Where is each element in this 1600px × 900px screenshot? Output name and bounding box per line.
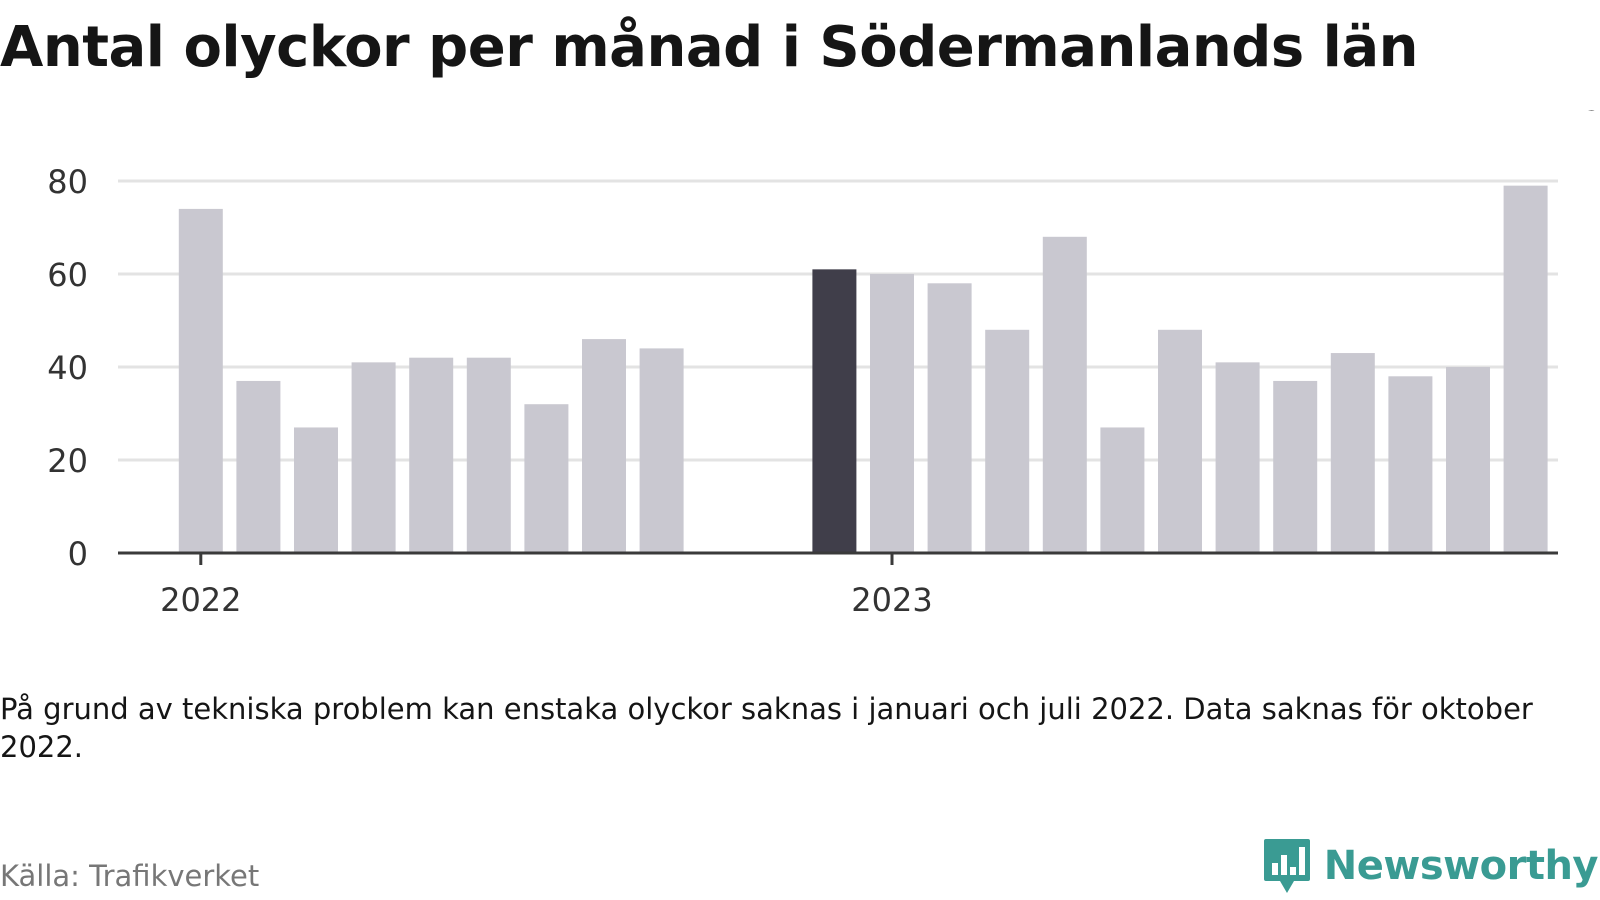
y-tick-label: 0 (68, 535, 88, 573)
bar-2022-09 (639, 348, 684, 553)
footnote: På grund av tekniska problem kan enstaka… (0, 692, 1533, 764)
y-tick-label: 60 (47, 256, 88, 294)
brand-logo: Newsworthy (1262, 838, 1599, 894)
x-tick-label: 2022 (160, 581, 241, 619)
bar-2022-02 (236, 380, 281, 553)
bar-2023-03 (985, 329, 1030, 553)
bars (178, 185, 1548, 554)
bar-chart: 0 20 40 60 80 79 2022 2023 (47, 110, 1600, 619)
bar-2022-05 (409, 357, 454, 553)
bar-2023-10 (1388, 376, 1433, 553)
y-tick-label: 40 (47, 349, 88, 387)
bar-2022-12 (812, 269, 857, 553)
bar-2022-04 (351, 362, 396, 553)
bar-2022-03 (294, 427, 338, 553)
bar-2022-08 (582, 339, 626, 553)
bar-2023-04 (1042, 236, 1087, 554)
bar-2023-06 (1158, 329, 1202, 553)
bar-2022-01 (178, 208, 223, 553)
y-tick-label: 80 (47, 163, 88, 201)
bar-chart-speech-bubble-icon (1263, 839, 1310, 893)
bar-2023-01 (870, 274, 914, 553)
x-tick-label: 2023 (851, 581, 932, 619)
bar-2023-07 (1215, 362, 1260, 553)
bar-2023-02 (927, 283, 972, 553)
bar-2022-06 (466, 357, 511, 553)
bar-2023-08 (1273, 380, 1318, 553)
data-label: 79 (1563, 110, 1600, 118)
bar-2023-11 (1446, 367, 1490, 553)
bar-2023-09 (1330, 353, 1375, 553)
bar-2023-05 (1100, 427, 1145, 553)
data-labels: 79 (1563, 110, 1600, 118)
source-credit: Källa: Trafikverket (0, 859, 260, 893)
bar-2023-12 (1503, 185, 1548, 553)
chart-title: Antal olyckor per månad i Södermanlands … (0, 15, 1419, 80)
x-axis: 2022 2023 (118, 551, 1558, 619)
y-tick-label: 20 (47, 442, 88, 480)
brand-name: Newsworthy (1323, 843, 1599, 889)
y-axis-ticks: 0 20 40 60 80 (47, 163, 88, 573)
bar-2022-07 (524, 404, 569, 553)
